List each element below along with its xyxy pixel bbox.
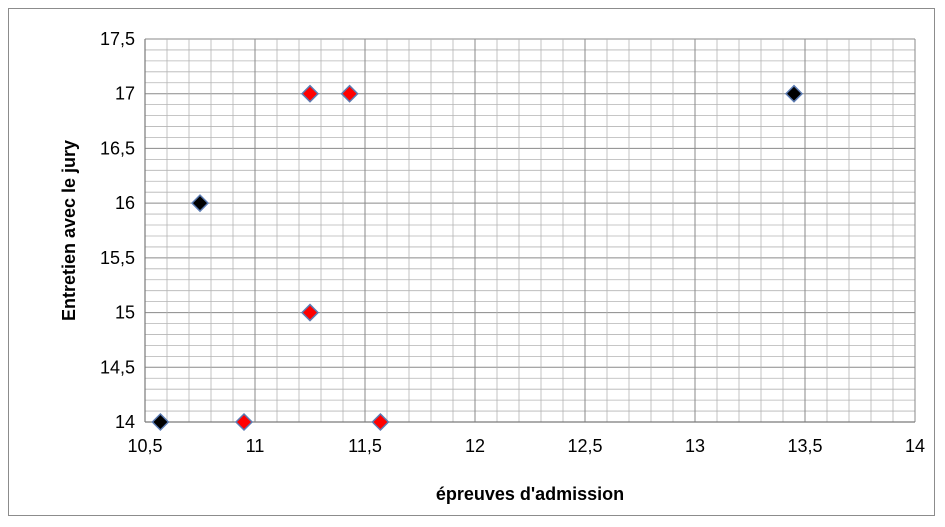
y-tick-label: 16 — [115, 193, 135, 213]
chart-frame: 10,5 11 11,5 12 12,5 13 13,5 14 14 14,5 15 15,5 16 16… — [8, 8, 935, 516]
data-point — [190, 194, 210, 213]
x-axis-title: épreuves d'admission — [436, 484, 624, 504]
x-tick-label: 13,5 — [787, 436, 822, 456]
data-points — [151, 84, 804, 432]
tick-labels: 10,5 11 11,5 12 12,5 13 13,5 14 14 14,5 15 15,5 16 16… — [100, 29, 925, 456]
x-tick-label: 14 — [905, 436, 925, 456]
y-tick-label: 17 — [115, 84, 135, 104]
y-tick-label: 14,5 — [100, 357, 135, 377]
data-point — [784, 84, 804, 103]
y-tick-label: 14 — [115, 412, 135, 432]
y-tick-label: 15,5 — [100, 248, 135, 268]
x-tick-label: 12 — [465, 436, 485, 456]
x-tick-label: 10,5 — [127, 436, 162, 456]
grid — [144, 38, 916, 423]
x-tick-label: 12,5 — [567, 436, 602, 456]
y-axis-title: Entretien avec le jury — [59, 140, 79, 321]
x-tick-label: 13 — [685, 436, 705, 456]
data-point — [300, 303, 320, 322]
scatter-plot: 10,5 11 11,5 12 12,5 13 13,5 14 14 14,5 15 15,5 16 16… — [59, 29, 925, 504]
data-point — [340, 84, 359, 103]
data-point — [371, 412, 390, 432]
data-point — [300, 84, 320, 103]
y-tick-label: 17,5 — [100, 29, 135, 49]
x-tick-label: 11,5 — [348, 436, 382, 456]
data-point — [151, 412, 170, 432]
x-tick-label: 11 — [246, 436, 265, 456]
y-tick-label: 16,5 — [100, 138, 135, 158]
data-point — [234, 412, 254, 432]
y-tick-label: 15 — [115, 303, 135, 323]
